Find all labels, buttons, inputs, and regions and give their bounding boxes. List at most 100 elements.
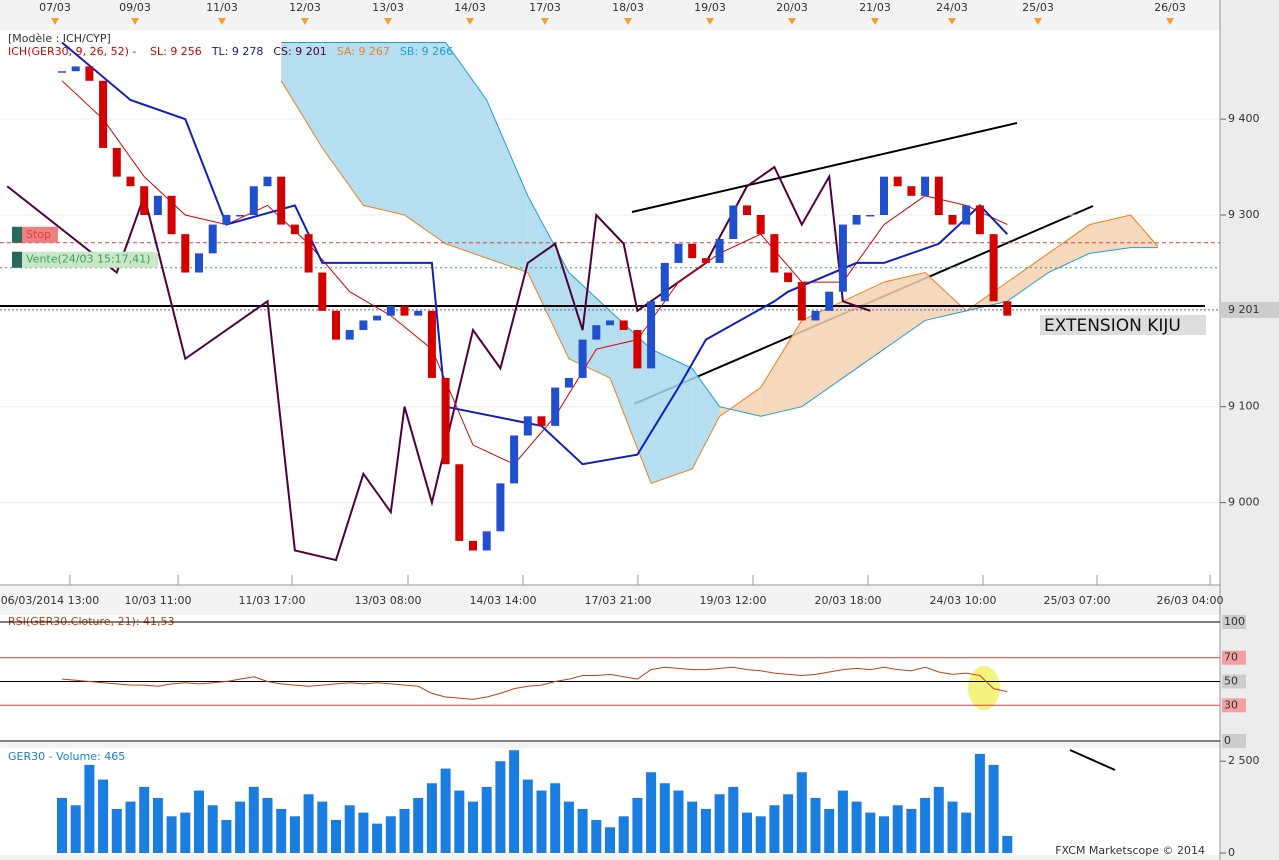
candle [277,176,286,225]
legend-entry: TL: 9 278 [211,45,264,58]
volume-bar [659,783,670,853]
candle [825,291,834,311]
volume-bar [152,797,163,853]
cloud-segment [404,42,446,244]
rsi-panel [0,615,1220,742]
candle [181,234,190,273]
cloud-segment [445,42,487,259]
candle [523,416,532,436]
candle [441,377,450,465]
tenkan [61,80,1008,465]
candle [510,435,519,484]
volume-bar [906,808,917,853]
volume-bar [70,805,81,853]
trend-line [1069,749,1116,771]
candle [537,416,546,426]
candle [236,215,245,217]
candle [729,205,738,239]
candle [112,147,121,177]
candle [770,234,779,273]
candle [578,339,587,378]
volume-bar [111,808,122,853]
rsi-tick-label: 30 [1224,698,1238,711]
volume-bar [426,783,437,853]
rsi-tick-box [1222,650,1246,665]
candle [482,531,491,551]
date-marker [706,18,714,25]
trend-line [631,122,1018,213]
volume-bar [961,812,972,853]
volume-tick-label: 0 [1228,846,1235,859]
volume-bar [98,779,109,853]
cloud-segment [1089,215,1131,254]
candle [838,224,847,292]
volume-bar [344,805,355,853]
date-marker [871,18,879,25]
footer: FXCM Marketscope © 2014 [1055,844,1205,857]
volume-bar [84,764,95,853]
annotation-box [1040,315,1206,335]
candle [660,262,669,302]
date-marker [788,18,796,25]
volume-bar [372,823,383,853]
kijun [61,41,1009,466]
top-date: 17/03 [529,1,561,14]
candle [619,320,628,331]
chikou [6,165,871,562]
volume-bar [481,786,492,853]
volume-bar [317,801,328,853]
candle [948,215,957,225]
rsi-tick-label: 0 [1224,734,1231,747]
candle [359,320,368,331]
cloud-segment [651,349,693,484]
cloud-segment [692,368,720,470]
date-marker [301,18,309,25]
volume-bar [235,801,246,853]
volume-bar [947,801,958,853]
candle [551,387,560,426]
y-tick-label: 9 300 [1228,208,1260,221]
candle [263,176,272,187]
last-price-tag [1220,301,1279,318]
candle [907,186,916,196]
candle [1003,301,1012,316]
candle [688,243,697,259]
volume-bar [303,794,314,853]
stop-tag-edge [12,226,22,243]
date-marker [384,18,392,25]
volume-bar [550,783,561,853]
price-panel [0,30,1220,585]
volume-bar [605,827,615,853]
candle [400,306,409,316]
candle [606,320,614,326]
volume-bar [632,797,643,853]
candle [647,301,656,369]
candle [866,215,875,217]
volume-bar [851,801,862,853]
date-marker [131,18,139,25]
candle [921,176,930,196]
volume-bar [824,808,835,853]
volume-bar [837,790,848,853]
candle [195,253,203,273]
volume-bar [385,816,396,853]
top-date: 11/03 [206,1,238,14]
senkou-b [281,41,1158,417]
candle [962,205,971,225]
volume-bar [139,786,150,853]
top-date: 09/03 [119,1,151,14]
candle [290,224,299,235]
top-date: 20/03 [776,1,808,14]
x-tick-label: 11/03 17:00 [239,594,306,607]
volume-bar [728,786,739,853]
candle [85,66,94,81]
top-date: 24/03 [936,1,968,14]
volume-bar [673,790,684,853]
volume-bar [563,801,574,853]
volume-bar [755,816,766,853]
volume-bar [125,801,136,853]
candle [304,234,313,273]
candle [427,310,436,378]
volume-bar [276,808,287,853]
